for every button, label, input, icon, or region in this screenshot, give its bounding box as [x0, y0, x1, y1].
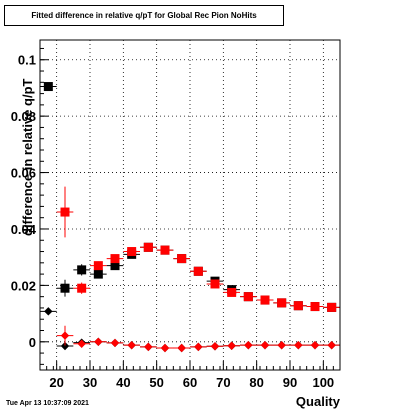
data-point-diamond — [177, 343, 186, 353]
data-point-square — [277, 298, 287, 308]
data-point-square — [110, 261, 120, 271]
plot-background — [40, 40, 340, 370]
data-point-square — [260, 295, 270, 305]
x-axis-label: Quality — [295, 394, 340, 409]
data-point-diamond — [60, 341, 70, 351]
data-point-diamond — [94, 337, 103, 346]
data-point-square — [43, 82, 53, 92]
plot-frame — [39, 39, 341, 371]
data-point-diamond — [227, 341, 236, 350]
data-point-diamond — [244, 340, 253, 350]
data-point-square — [143, 242, 153, 252]
x-tick-label: 40 — [116, 375, 130, 390]
data-point-diamond — [327, 340, 336, 350]
data-point-square — [227, 287, 237, 297]
data-point-diamond — [294, 340, 303, 350]
y-tick-label: 0.08 — [11, 109, 36, 124]
data-point-diamond — [160, 343, 170, 353]
x-tick-label: 60 — [183, 375, 197, 390]
data-point-diamond — [260, 340, 270, 350]
y-tick-label: 0.1 — [18, 53, 36, 68]
x-tick-label: 80 — [249, 375, 263, 390]
x-tick-label: 30 — [83, 375, 97, 390]
data-point-diamond — [310, 340, 320, 350]
data-point-square — [93, 269, 103, 279]
y-tick-label: 0.04 — [11, 222, 37, 237]
data-point-diamond — [44, 307, 53, 316]
data-point-square — [60, 283, 70, 293]
y-tick-label: 0.06 — [11, 166, 36, 181]
y-tick-label: 0 — [29, 335, 36, 350]
data-point-diamond — [60, 331, 70, 340]
chart-title: Fitted difference in relative q/pT for G… — [31, 11, 257, 20]
data-point-diamond — [144, 342, 153, 352]
data-point-square — [60, 207, 70, 217]
chart-title-box: Fitted difference in relative q/pT for G… — [4, 5, 284, 26]
data-point-square — [243, 292, 253, 302]
data-point-square — [93, 261, 103, 271]
data-point-square — [210, 279, 220, 289]
data-point-square — [327, 302, 337, 312]
data-point-square — [310, 302, 320, 312]
data-point-square — [77, 283, 87, 293]
data-point-square — [193, 266, 203, 276]
x-tick-label: 70 — [216, 375, 230, 390]
data-point-diamond — [127, 340, 136, 350]
data-point-diamond — [277, 340, 286, 350]
timestamp: Tue Apr 13 10:37:09 2021 — [6, 400, 89, 407]
x-tick-label: 50 — [149, 375, 163, 390]
y-tick-label: 0.02 — [11, 278, 36, 293]
data-point-square — [160, 245, 170, 255]
data-point-square — [127, 247, 137, 257]
x-tick-label: 20 — [49, 375, 63, 390]
x-tick-label: 100 — [312, 375, 334, 390]
x-tick-label: 90 — [283, 375, 297, 390]
data-point-diamond — [210, 342, 220, 351]
data-point-square — [110, 254, 120, 264]
data-point-diamond — [194, 342, 203, 352]
data-point-diamond — [110, 338, 120, 348]
data-point-square — [293, 301, 303, 311]
data-point-square — [77, 265, 87, 275]
data-point-square — [177, 254, 187, 264]
data-point-diamond — [77, 339, 86, 348]
